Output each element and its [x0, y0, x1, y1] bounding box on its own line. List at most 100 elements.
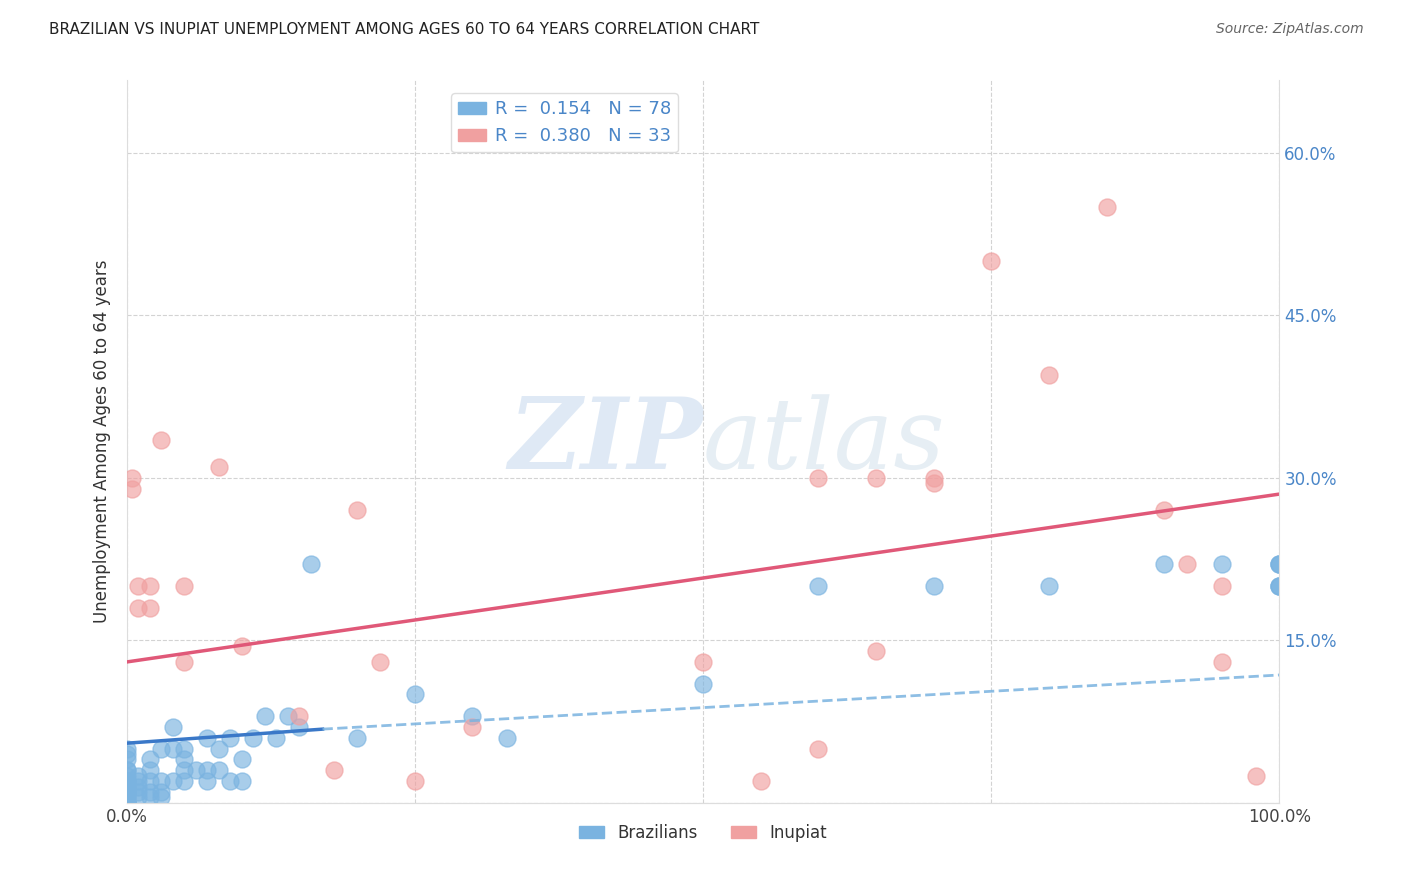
Point — [277, 709, 299, 723]
Point — [1153, 558, 1175, 572]
Point — [1268, 558, 1291, 572]
Point — [184, 764, 207, 778]
Point — [865, 471, 887, 485]
Point — [692, 655, 714, 669]
Point — [127, 780, 149, 794]
Point — [173, 764, 195, 778]
Point — [115, 774, 138, 789]
Point — [1268, 579, 1291, 593]
Point — [115, 796, 138, 810]
Point — [404, 774, 426, 789]
Point — [266, 731, 288, 745]
Point — [299, 558, 322, 572]
Point — [127, 774, 149, 789]
Point — [115, 796, 138, 810]
Point — [749, 774, 772, 789]
Text: Source: ZipAtlas.com: Source: ZipAtlas.com — [1216, 22, 1364, 37]
Point — [1268, 579, 1291, 593]
Point — [150, 741, 173, 756]
Point — [288, 720, 311, 734]
Point — [1246, 769, 1268, 783]
Point — [208, 764, 231, 778]
Point — [115, 785, 138, 799]
Point — [162, 720, 184, 734]
Point — [1175, 558, 1198, 572]
Point — [173, 655, 195, 669]
Point — [115, 780, 138, 794]
Point — [231, 752, 253, 766]
Point — [253, 709, 276, 723]
Point — [127, 600, 149, 615]
Point — [195, 774, 218, 789]
Point — [115, 796, 138, 810]
Point — [138, 579, 160, 593]
Point — [922, 476, 945, 491]
Point — [115, 752, 138, 766]
Y-axis label: Unemployment Among Ages 60 to 64 years: Unemployment Among Ages 60 to 64 years — [93, 260, 111, 624]
Point — [1211, 579, 1233, 593]
Point — [1095, 200, 1118, 214]
Point — [1038, 368, 1060, 382]
Point — [461, 720, 484, 734]
Point — [208, 741, 231, 756]
Point — [115, 785, 138, 799]
Point — [127, 579, 149, 593]
Point — [1153, 503, 1175, 517]
Point — [115, 774, 138, 789]
Point — [865, 644, 887, 658]
Point — [127, 790, 149, 805]
Point — [150, 433, 173, 447]
Point — [138, 764, 160, 778]
Point — [1211, 655, 1233, 669]
Point — [150, 785, 173, 799]
Point — [115, 796, 138, 810]
Point — [173, 752, 195, 766]
Text: atlas: atlas — [703, 394, 946, 489]
Point — [208, 460, 231, 475]
Point — [219, 731, 242, 745]
Text: BRAZILIAN VS INUPIAT UNEMPLOYMENT AMONG AGES 60 TO 64 YEARS CORRELATION CHART: BRAZILIAN VS INUPIAT UNEMPLOYMENT AMONG … — [49, 22, 759, 37]
Point — [115, 747, 138, 761]
Point — [115, 741, 138, 756]
Point — [173, 579, 195, 593]
Point — [115, 785, 138, 799]
Point — [115, 774, 138, 789]
Point — [162, 741, 184, 756]
Point — [138, 774, 160, 789]
Point — [922, 471, 945, 485]
Point — [195, 731, 218, 745]
Legend: Brazilians, Inupiat: Brazilians, Inupiat — [572, 817, 834, 848]
Point — [115, 790, 138, 805]
Point — [242, 731, 264, 745]
Point — [461, 709, 484, 723]
Point — [150, 790, 173, 805]
Point — [807, 579, 830, 593]
Point — [115, 764, 138, 778]
Point — [1211, 558, 1233, 572]
Point — [115, 796, 138, 810]
Point — [807, 741, 830, 756]
Point — [346, 503, 368, 517]
Point — [121, 471, 143, 485]
Point — [115, 769, 138, 783]
Point — [980, 254, 1002, 268]
Point — [1268, 558, 1291, 572]
Text: ZIP: ZIP — [508, 393, 703, 490]
Point — [115, 790, 138, 805]
Point — [173, 741, 195, 756]
Point — [115, 780, 138, 794]
Point — [173, 774, 195, 789]
Point — [346, 731, 368, 745]
Point — [115, 764, 138, 778]
Point — [127, 769, 149, 783]
Point — [231, 774, 253, 789]
Point — [807, 471, 830, 485]
Point — [496, 731, 519, 745]
Point — [115, 796, 138, 810]
Point — [219, 774, 242, 789]
Point — [368, 655, 391, 669]
Point — [231, 639, 253, 653]
Point — [404, 688, 426, 702]
Point — [1268, 579, 1291, 593]
Point — [922, 579, 945, 593]
